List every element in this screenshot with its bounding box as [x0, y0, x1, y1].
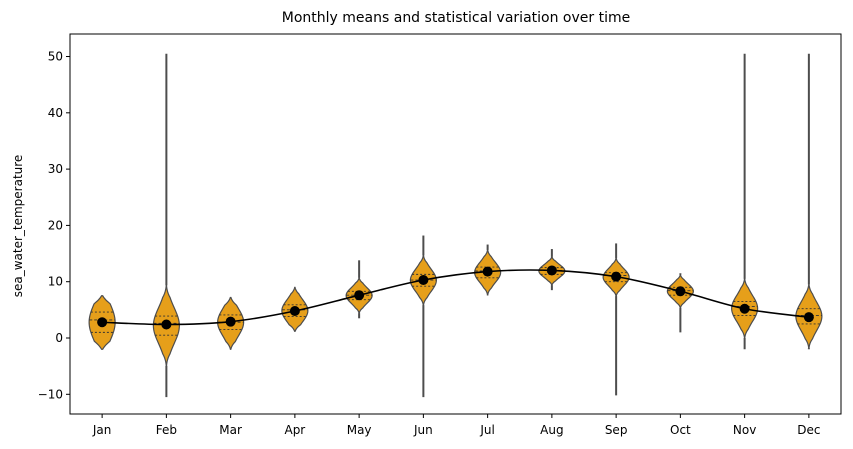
y-axis-label: sea_water_temperature — [11, 155, 25, 298]
mean-point-feb — [161, 319, 172, 330]
x-tick-label-nov: Nov — [733, 423, 756, 437]
x-tick-label-apr: Apr — [284, 423, 305, 437]
x-tick-label-sep: Sep — [605, 423, 628, 437]
y-axis: −10 0 10 20 30 40 50 — [38, 50, 70, 401]
x-axis: Jan Feb Mar Apr May Jun Jul Aug Sep Oct Nov Dec — [92, 414, 820, 437]
y-tick-label: 10 — [48, 275, 63, 289]
mean-point-dec — [803, 312, 814, 323]
y-tick-label: 30 — [48, 162, 63, 176]
mean-point-jan — [97, 317, 108, 328]
x-tick-label-may: May — [347, 423, 372, 437]
mean-point-jul — [482, 266, 493, 277]
x-tick-label-mar: Mar — [219, 423, 242, 437]
mean-point-may — [354, 290, 365, 301]
x-tick-label-jan: Jan — [92, 423, 112, 437]
y-tick-label: 40 — [48, 106, 63, 120]
y-tick-label: −10 — [38, 387, 63, 401]
y-tick-label: 50 — [48, 50, 63, 64]
mean-point-oct — [675, 286, 686, 297]
plot-frame — [69, 33, 842, 415]
mean-point-nov — [739, 303, 750, 314]
x-tick-label-jul: Jul — [479, 423, 494, 437]
chart-title: Monthly means and statistical variation … — [282, 10, 630, 26]
mean-point-mar — [225, 316, 236, 327]
mean-series — [97, 265, 814, 330]
mean-point-aug — [546, 265, 557, 276]
mean-line — [102, 269, 809, 326]
y-tick-label: 20 — [48, 218, 63, 232]
mean-point-sep — [611, 271, 622, 282]
x-tick-label-aug: Aug — [540, 423, 563, 437]
x-tick-label-dec: Dec — [797, 423, 820, 437]
x-tick-label-feb: Feb — [156, 423, 177, 437]
mean-point-jun — [418, 275, 429, 286]
x-tick-label-oct: Oct — [670, 423, 691, 437]
y-tick-label: 0 — [55, 331, 63, 345]
x-tick-label-jun: Jun — [413, 423, 433, 437]
mean-point-apr — [289, 305, 300, 316]
